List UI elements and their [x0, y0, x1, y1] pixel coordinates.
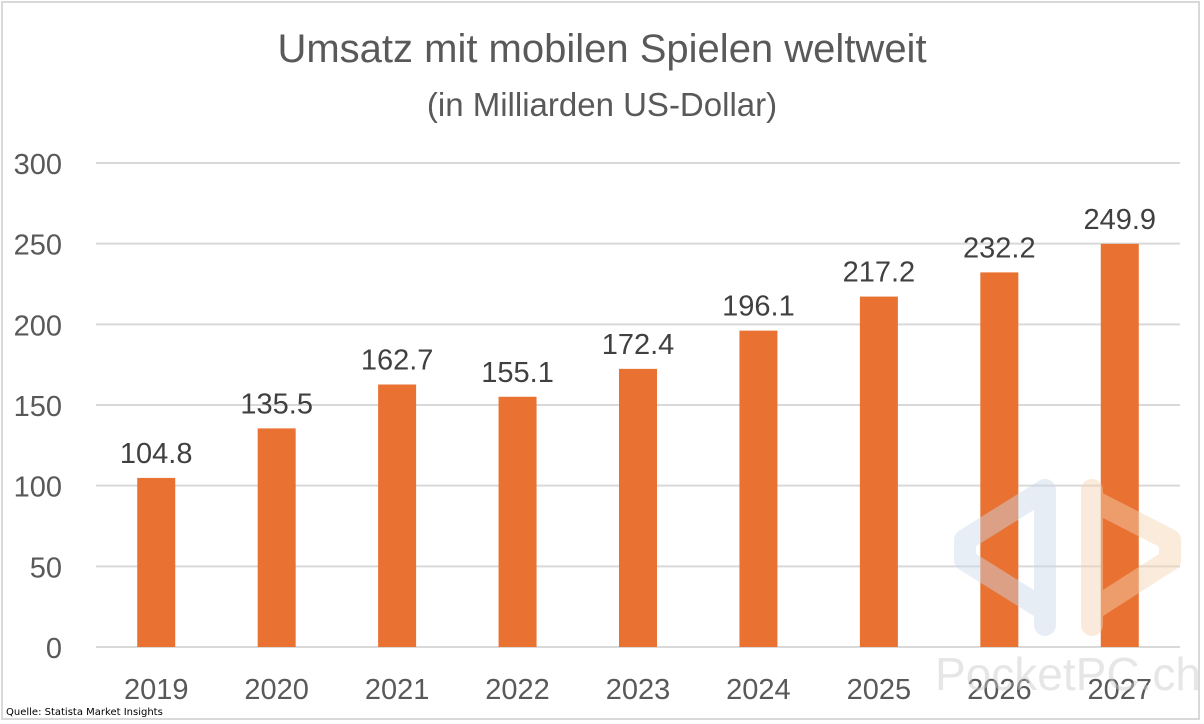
data-label: 155.1 — [481, 357, 554, 389]
data-label: 196.1 — [722, 291, 795, 323]
x-tick-label: 2026 — [967, 674, 1032, 706]
y-tick-label: 0 — [46, 633, 62, 665]
y-tick-label: 250 — [14, 230, 62, 262]
data-label: 217.2 — [843, 257, 916, 289]
x-tick-label: 2023 — [606, 674, 671, 706]
data-label: 232.2 — [963, 232, 1036, 264]
x-tick-label: 2020 — [244, 674, 309, 706]
x-tick-label: 2024 — [726, 674, 791, 706]
bar — [257, 428, 296, 647]
bar — [980, 272, 1019, 647]
data-label: 104.8 — [120, 438, 193, 470]
source-note: Quelle: Statista Market Insights — [6, 707, 163, 718]
bar — [137, 477, 176, 647]
x-tick-label: 2019 — [124, 674, 189, 706]
y-tick-label: 300 — [14, 149, 62, 181]
bar — [1100, 243, 1139, 647]
x-tick-label: 2025 — [847, 674, 912, 706]
data-label: 162.7 — [361, 345, 434, 377]
data-label: 172.4 — [602, 329, 675, 361]
x-tick-label: 2027 — [1088, 674, 1153, 706]
watermark-logo: PocketPC.ch — [935, 479, 1201, 700]
y-tick-label: 150 — [14, 391, 62, 423]
bar — [498, 396, 537, 647]
bar — [859, 296, 898, 647]
watermark-text: PocketPC.ch — [935, 648, 1201, 700]
chart-title: Umsatz mit mobilen Spielen weltweit — [277, 27, 926, 71]
x-tick-label: 2021 — [365, 674, 430, 706]
x-tick-label: 2022 — [485, 674, 550, 706]
bar — [619, 368, 657, 647]
data-label: 249.9 — [1083, 204, 1156, 236]
y-tick-label: 200 — [14, 310, 62, 342]
bar — [739, 330, 778, 647]
bar — [378, 384, 417, 647]
chart-subtitle: (in Milliarden US-Dollar) — [427, 86, 777, 123]
y-tick-label: 50 — [30, 552, 62, 584]
data-label: 135.5 — [240, 388, 313, 420]
y-tick-label: 100 — [14, 472, 62, 504]
